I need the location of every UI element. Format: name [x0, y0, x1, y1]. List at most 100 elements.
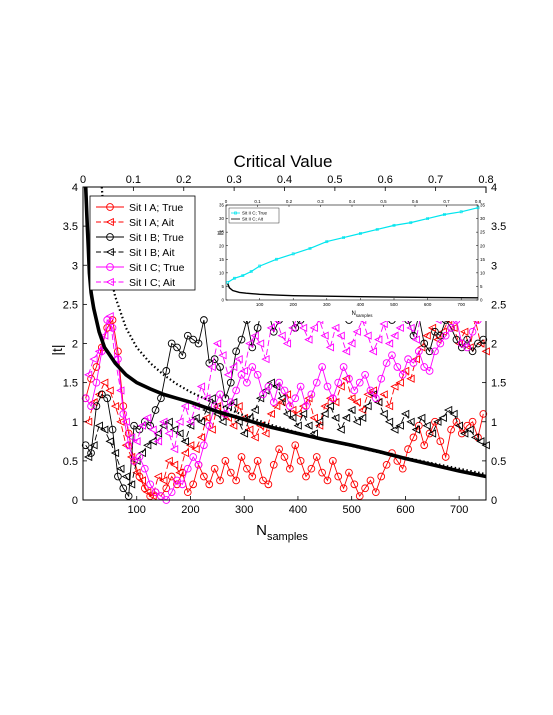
data-point — [200, 472, 208, 481]
data-point — [361, 370, 369, 379]
data-point — [83, 452, 93, 462]
data-point — [210, 355, 219, 364]
data-point — [207, 394, 216, 403]
data-point — [291, 441, 300, 450]
data-point — [390, 331, 399, 340]
data-point — [194, 460, 203, 469]
inset-data-point — [226, 280, 230, 284]
data-point — [277, 331, 286, 340]
legend-label: Sit I A; True — [129, 202, 183, 214]
data-point — [347, 339, 356, 348]
data-point — [183, 331, 192, 340]
data-point — [119, 484, 128, 493]
series-line — [87, 319, 487, 497]
inset-x-tick-label: 400 — [357, 302, 365, 307]
data-point — [277, 394, 286, 403]
data-point — [180, 401, 189, 411]
data-point — [436, 339, 445, 348]
data-point — [232, 347, 240, 356]
data-point — [173, 343, 181, 352]
data-point — [210, 464, 219, 473]
data-point — [384, 401, 394, 411]
data-point — [384, 339, 394, 348]
x-tick-label: 600 — [396, 504, 414, 516]
data-point — [280, 386, 289, 395]
data-point — [266, 323, 275, 332]
data-point — [454, 421, 463, 430]
data-point — [250, 433, 259, 442]
data-point — [336, 331, 345, 340]
data-point — [100, 425, 109, 434]
data-point — [286, 402, 294, 410]
data-point — [226, 468, 235, 477]
data-point — [140, 464, 149, 473]
data-point — [441, 331, 450, 340]
data-point — [264, 480, 273, 489]
inset-y-tick-label: 15 — [219, 257, 225, 262]
data-point — [116, 464, 125, 473]
data-point — [108, 425, 117, 434]
data-point — [89, 355, 98, 364]
top-x-tick-label: 0.7 — [428, 174, 443, 186]
data-point — [196, 433, 206, 442]
inset-data-point — [308, 247, 312, 250]
data-point — [189, 480, 198, 489]
data-point — [352, 398, 361, 407]
x-tick-label: 200 — [181, 504, 199, 516]
series-line — [87, 249, 487, 451]
data-point — [363, 331, 372, 340]
inset-series-2 — [227, 283, 479, 299]
data-point — [143, 413, 152, 422]
y-tick-label: 4 — [72, 182, 78, 194]
data-point — [379, 409, 388, 419]
legend-marker — [106, 203, 114, 211]
top-x-tick-label: 0.4 — [277, 174, 292, 186]
data-point — [390, 425, 399, 434]
y-tick-label: 1 — [72, 417, 78, 429]
data-point — [121, 417, 130, 426]
data-point — [124, 441, 133, 450]
data-point — [212, 339, 222, 348]
right-y-tick-label: 3.5 — [491, 221, 506, 233]
chart-title: Critical Value — [234, 152, 333, 171]
data-point — [250, 405, 259, 415]
data-point — [465, 425, 474, 434]
data-point — [374, 335, 383, 344]
inset-data-point — [342, 236, 346, 239]
data-point — [460, 429, 469, 438]
data-point — [253, 370, 262, 379]
data-point — [425, 367, 434, 375]
data-point — [153, 472, 163, 481]
data-point — [331, 413, 340, 422]
inset-top-x-tick-label: 0 — [225, 199, 228, 204]
inset-data-point — [325, 240, 329, 244]
data-point — [414, 347, 423, 356]
legend-marker — [105, 247, 114, 257]
data-point — [286, 464, 294, 473]
data-point — [288, 323, 297, 332]
data-point — [323, 382, 332, 391]
data-point — [323, 476, 332, 485]
data-point — [264, 382, 273, 391]
data-point — [377, 374, 386, 383]
data-point — [126, 433, 136, 442]
right-y-tick-label: 4 — [491, 182, 497, 194]
data-point — [146, 492, 155, 500]
inset-data-point — [426, 217, 430, 220]
data-point — [334, 378, 343, 387]
data-point — [137, 476, 146, 485]
data-point — [183, 488, 192, 497]
data-point — [352, 417, 361, 426]
data-point — [202, 394, 211, 403]
data-point — [200, 441, 208, 450]
data-point — [221, 457, 230, 465]
data-point — [447, 324, 455, 332]
data-point — [368, 347, 378, 356]
data-point — [447, 425, 455, 434]
series-8 — [100, 186, 487, 476]
data-point — [479, 335, 488, 344]
data-point — [409, 359, 418, 367]
inset-legend-box — [228, 207, 280, 224]
inset-data-point — [241, 274, 245, 277]
